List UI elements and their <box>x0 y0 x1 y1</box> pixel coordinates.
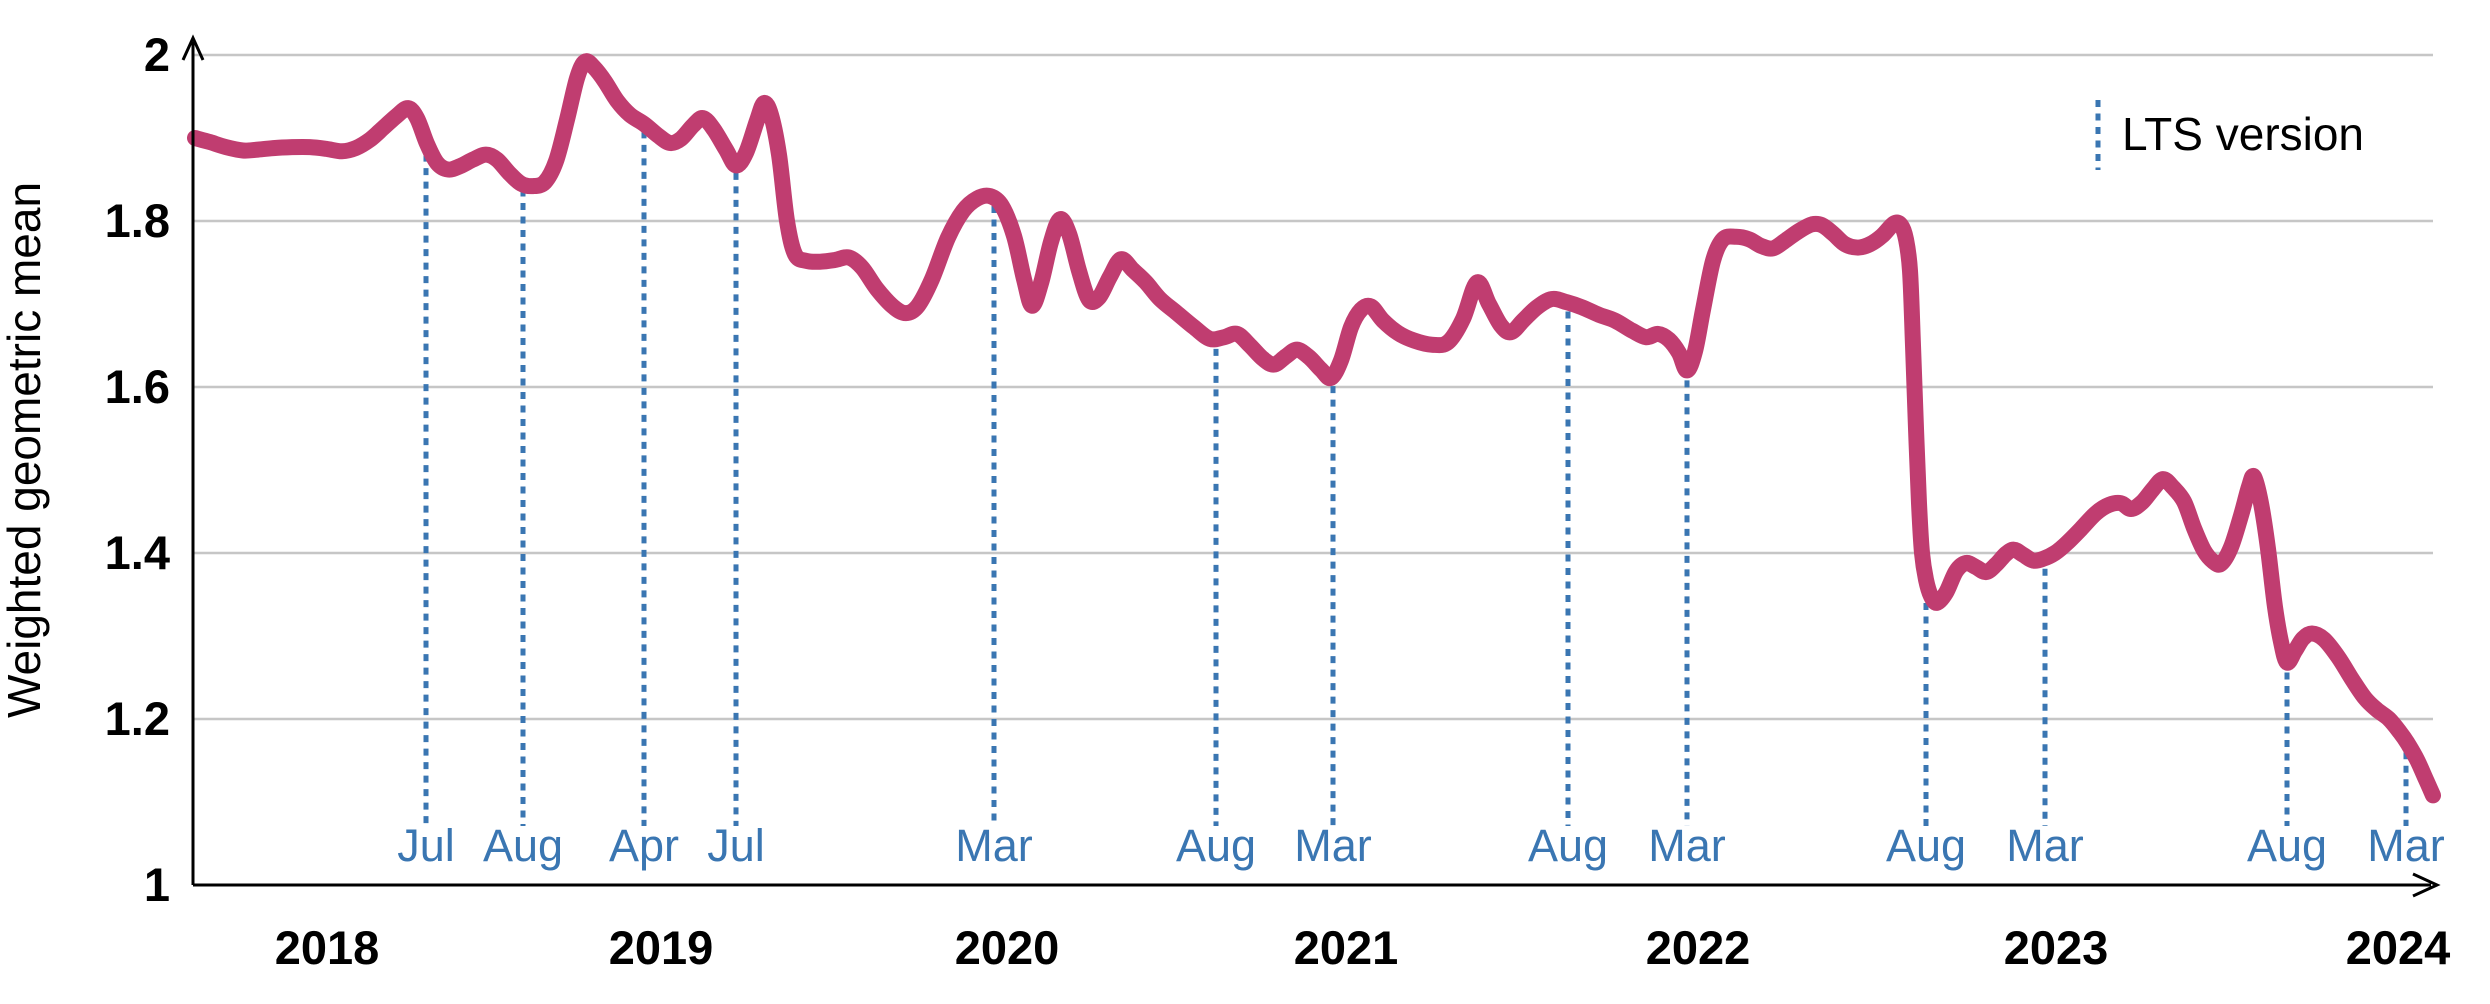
lts-marker-lines <box>423 131 2409 826</box>
y-tick-label: 1.4 <box>105 526 170 579</box>
x-axis-arrow-icon <box>2412 872 2441 898</box>
y-tick-labels: 2 1.8 1.6 1.4 1.2 1 <box>105 28 170 911</box>
x-year-label: 2022 <box>1646 921 1751 974</box>
x-year-label: 2021 <box>1294 921 1399 974</box>
lts-month-label: Mar <box>955 820 1033 871</box>
x-year-label: 2019 <box>609 921 714 974</box>
legend: LTS version <box>2095 100 2364 170</box>
legend-label: LTS version <box>2122 108 2364 160</box>
lts-month-labels: Jul Aug Apr Jul Mar Aug Mar Aug Mar Aug Mar Aug Mar <box>397 820 2445 871</box>
lts-month-label: Mar <box>1648 820 1726 871</box>
y-tick-label: 1.8 <box>105 194 170 247</box>
x-year-label: 2018 <box>275 921 380 974</box>
x-year-label: 2020 <box>955 921 1060 974</box>
y-axis-arrow-icon <box>181 34 205 61</box>
y-tick-label: 1.2 <box>105 692 170 745</box>
x-year-label: 2023 <box>2004 921 2109 974</box>
lts-month-label: Mar <box>1294 820 1372 871</box>
weighted-geomean-line <box>187 53 2441 804</box>
lts-month-label: Aug <box>1886 820 1966 871</box>
y-tick-label: 2 <box>144 28 170 81</box>
lts-month-label: Jul <box>397 820 455 871</box>
x-year-labels: 2018 2019 2020 2021 2022 2023 2024 <box>275 921 2451 974</box>
lts-month-label: Aug <box>1176 820 1256 871</box>
y-tick-label: 1.6 <box>105 360 170 413</box>
lts-month-label: Aug <box>483 820 563 871</box>
lts-month-label: Apr <box>609 820 679 871</box>
y-tick-label: 1 <box>144 858 170 911</box>
lts-month-label: Mar <box>2006 820 2084 871</box>
y-axis-title: Weighted geometric mean <box>0 182 50 718</box>
lts-month-label: Aug <box>1528 820 1608 871</box>
lts-month-label: Mar <box>2367 820 2445 871</box>
lts-month-label: Aug <box>2247 820 2327 871</box>
x-year-label: 2024 <box>2346 921 2451 974</box>
lts-month-label: Jul <box>707 820 765 871</box>
axes <box>181 34 2441 898</box>
